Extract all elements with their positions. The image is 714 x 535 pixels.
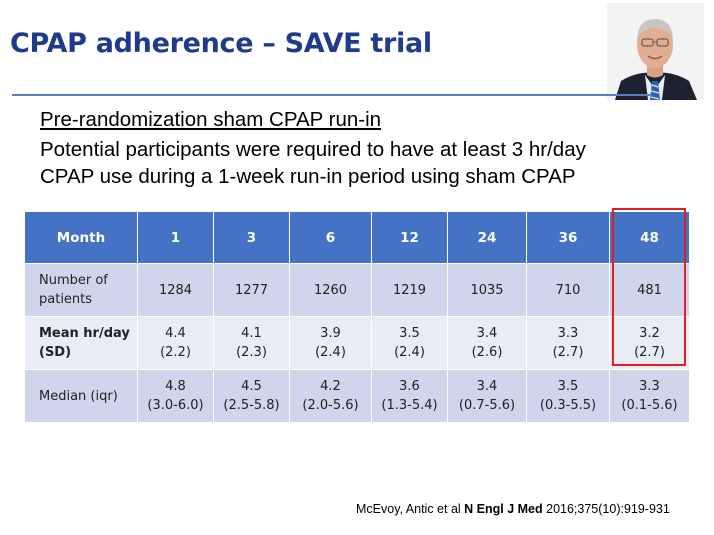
highlight-box-month-48 [612, 208, 686, 366]
row-label-line: Number of [39, 273, 108, 288]
citation-journal: N Engl J Med [464, 502, 543, 516]
table-cell: 1035 [447, 263, 527, 317]
table-cell: 3.5 (0.3-5.5) [526, 369, 610, 423]
header-cell: 48 [609, 211, 690, 264]
presenter-photo [607, 3, 704, 100]
cell-spread: (2.0-5.6) [302, 398, 359, 413]
table-cell: 1277 [213, 263, 290, 317]
cell-spread: (2.4) [394, 345, 425, 360]
citation-reference: 2016;375(10):919-931 [542, 502, 670, 516]
citation: McEvoy, Antic et al N Engl J Med 2016;37… [356, 502, 670, 516]
table-cell: 4.4 (2.2) [137, 316, 214, 370]
table-cell: 4.1 (2.3) [213, 316, 290, 370]
header-cell: 3 [213, 211, 290, 264]
row-label-line: Median (iqr) [39, 388, 118, 404]
header-cell: 6 [289, 211, 372, 264]
table-row-median-iqr: Median (iqr) 4.8 (3.0-6.0) 4.5 (2.5-5.8) 4… [24, 369, 690, 423]
cell-spread: (0.1-5.6) [621, 398, 678, 413]
cell-value: 3.9 [320, 326, 341, 341]
description-line-1: Potential participants were required to … [40, 138, 586, 161]
table-cell: 3.3 (2.7) [526, 316, 610, 370]
cell-spread: (2.4) [315, 345, 346, 360]
table-cell: 710 [526, 263, 610, 317]
header-cell: Month [24, 211, 138, 264]
row-label: Median (iqr) [24, 369, 138, 423]
table-cell: 3.5 (2.4) [371, 316, 448, 370]
table-cell: 4.5 (2.5-5.8) [213, 369, 290, 423]
table-cell: 3.3 (0.1-5.6) [609, 369, 690, 423]
header-cell: 36 [526, 211, 610, 264]
table-cell: 4.2 (2.0-5.6) [289, 369, 372, 423]
table-cell: 3.4 (0.7-5.6) [447, 369, 527, 423]
row-label-line: (SD) [39, 345, 72, 360]
cell-value: 3.4 [476, 326, 498, 341]
table-row-number-of-patients: Number of patients 1284 1277 1260 1219 1… [24, 263, 690, 317]
cell-spread: (2.7) [552, 345, 584, 360]
cell-value: 3.6 [399, 379, 420, 394]
cell-spread: (3.0-6.0) [147, 398, 204, 413]
cell-value: 4.4 [165, 326, 186, 341]
table-cell: 1260 [289, 263, 372, 317]
table-cell: 481 [609, 263, 690, 317]
cell-spread: (2.3) [236, 345, 267, 360]
cell-value: 3.3 [639, 379, 660, 394]
header-cell: 1 [137, 211, 214, 264]
table-cell: 1219 [371, 263, 448, 317]
cell-value: 3.5 [399, 326, 420, 341]
header-cell: 12 [371, 211, 448, 264]
row-label-line: Mean hr/day [39, 326, 130, 341]
table-cell: 3.9 (2.4) [289, 316, 372, 370]
cell-value: 4.8 [165, 379, 186, 394]
cell-spread: (0.7-5.6) [458, 398, 516, 413]
cell-value: 3.4 [476, 379, 498, 394]
table-header-row: Month 1 3 6 12 24 36 48 [24, 211, 690, 264]
cell-spread: (2.2) [160, 345, 191, 360]
cell-value: 3.3 [557, 326, 579, 341]
table-cell: 1284 [137, 263, 214, 317]
subtitle: Pre-randomization sham CPAP run-in [40, 108, 382, 131]
title-underline-rule [12, 94, 652, 96]
row-label: Number of patients [24, 263, 138, 317]
cell-spread: (2.5-5.8) [223, 398, 280, 413]
citation-authors: McEvoy, Antic et al [356, 502, 465, 516]
cell-value: 3.5 [557, 379, 579, 394]
cell-spread: (1.3-5.4) [381, 398, 438, 413]
table-cell: 4.8 (3.0-6.0) [137, 369, 214, 423]
cell-spread: (2.7) [634, 345, 665, 360]
cell-value: 4.1 [241, 326, 262, 341]
cell-value: 4.5 [241, 379, 262, 394]
table-cell: 3.4 (2.6) [447, 316, 527, 370]
description-line-2: CPAP use during a 1-week run-in period u… [40, 165, 576, 188]
cell-value: 3.2 [639, 326, 660, 341]
header-cell: 24 [447, 211, 527, 264]
row-label-line: patients [39, 292, 93, 307]
slide-title: CPAP adherence – SAVE trial [10, 28, 432, 59]
row-label: Mean hr/day (SD) [24, 316, 138, 370]
cell-value: 4.2 [320, 379, 341, 394]
table-cell: 3.6 (1.3-5.4) [371, 369, 448, 423]
presenter-portrait-image [607, 3, 704, 100]
table-row-mean-hr-day: Mean hr/day (SD) 4.4 (2.2) 4.1 (2.3) 3.9 (2… [24, 316, 690, 370]
adherence-table: Month 1 3 6 12 24 36 48 Number of patien… [24, 211, 690, 423]
cell-spread: (2.6) [471, 345, 503, 360]
cell-spread: (0.3-5.5) [539, 398, 597, 413]
